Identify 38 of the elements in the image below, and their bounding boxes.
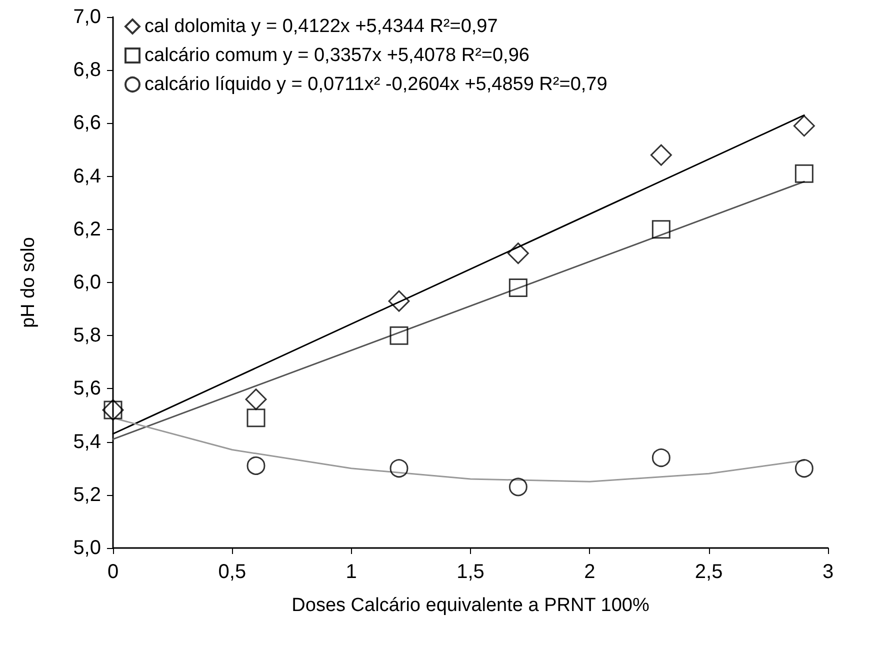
y-tick-label: 5,2	[73, 484, 101, 506]
x-tick-label: 1,5	[456, 561, 484, 583]
x-tick-label: 2,5	[694, 561, 723, 583]
y-tick-label: 5,4	[73, 430, 101, 453]
point	[388, 290, 410, 312]
point	[652, 448, 670, 467]
point	[794, 164, 814, 183]
x-tick-label: 2	[584, 561, 596, 583]
y-tick-label: 6,4	[73, 165, 101, 188]
point	[246, 408, 266, 428]
point	[507, 242, 529, 264]
x-tick-label: 3	[822, 561, 834, 583]
legend-label: calcário líquido y = 0,0711x² -0,2604x +5,4859 R²=0,79	[144, 74, 608, 95]
y-tick-label: 5,6	[73, 378, 101, 400]
point	[508, 278, 528, 298]
x-tick-label: 0,5	[218, 561, 246, 583]
point	[793, 115, 815, 137]
legend-label: calcário comum y = 0,3357x +5,4078 R²=0,96	[144, 45, 530, 66]
x-tick-label: 0	[107, 561, 119, 583]
y-axis-title: pH do solo	[18, 237, 39, 328]
point	[390, 459, 408, 478]
x-axis-title: Doses Calcário equivalente a PRNT 100%	[292, 595, 650, 616]
y-tick-label: 7,0	[73, 6, 101, 28]
y-tick-label: 6,0	[73, 272, 101, 294]
point	[246, 456, 266, 475]
legend-label: cal dolomita y = 0,4122x +5,4344 R²=0,97	[144, 16, 498, 37]
y-tick-label: 5,0	[73, 537, 101, 559]
x-tick-label: 1	[346, 561, 357, 583]
point	[508, 478, 528, 496]
y-tick-label: 6,2	[73, 218, 101, 240]
point	[650, 144, 672, 166]
y-tick-label: 6,8	[73, 59, 101, 82]
point	[652, 220, 670, 239]
point	[245, 388, 267, 410]
point	[390, 326, 408, 345]
y-tick-label: 5,8	[73, 324, 101, 347]
y-tick-label: 6,6	[73, 112, 101, 134]
point	[794, 459, 814, 478]
